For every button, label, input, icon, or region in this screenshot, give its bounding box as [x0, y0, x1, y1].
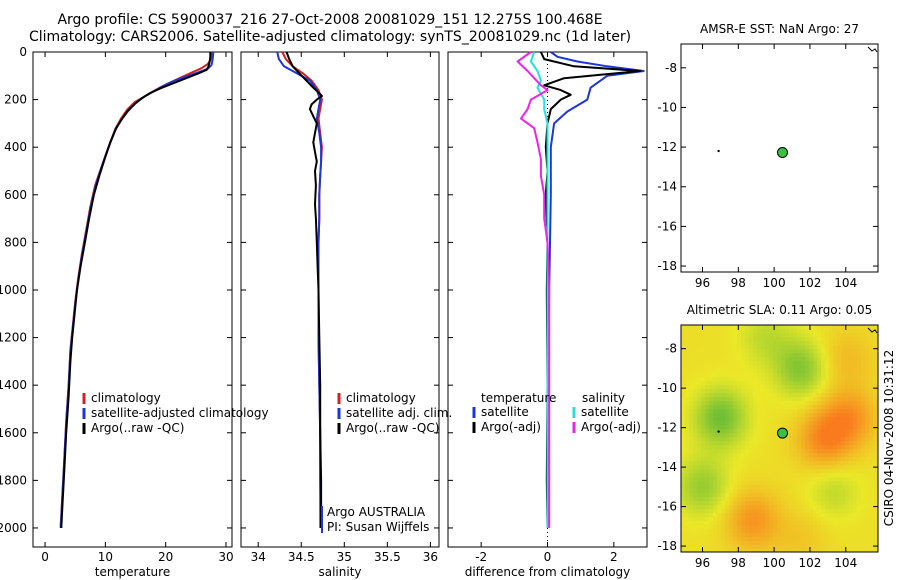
map-x-tick-label: 100: [763, 556, 786, 570]
x-tick-label: -2: [475, 550, 487, 564]
pi-name: PI: Susan Wijffels: [327, 520, 429, 534]
map-y-tick-label: -8: [665, 342, 677, 356]
y-tick-label: 1200: [0, 331, 27, 345]
map-y-tick-label: -14: [657, 180, 677, 194]
x-tick-label: 34: [251, 550, 266, 564]
x-tick-label: 0: [41, 550, 49, 564]
map-y-tick-label: -14: [657, 460, 677, 474]
map-x-tick-label: 102: [798, 276, 821, 290]
map-frame: [680, 324, 879, 553]
profile-panel-1: [32, 51, 233, 548]
map-panel-1: [680, 43, 879, 273]
y-tick-label: 1400: [0, 378, 27, 392]
x-axis-label: temperature: [95, 565, 170, 579]
island-marker: [717, 149, 720, 153]
salt-legend-label: Argo(..raw -QC): [346, 421, 439, 435]
x-tick-label: 10: [98, 550, 113, 564]
x-tick-label: 20: [158, 550, 173, 564]
map-y-tick-label: -12: [657, 140, 677, 154]
map-panel-2: [680, 324, 879, 553]
map-y-tick-label: -8: [665, 61, 677, 75]
map-title: AMSR-E SST: NaN Argo: 27: [700, 22, 859, 36]
map-title: Altimetric SLA: 0.11 Argo: 0.05: [687, 303, 872, 317]
map-frame: [680, 43, 879, 273]
y-tick-label: 1000: [0, 283, 27, 297]
map-y-tick-label: -18: [657, 259, 677, 273]
map-x-tick-label: 96: [695, 556, 710, 570]
salt-legend-label: satellite adj. clim.: [346, 406, 452, 420]
y-tick-label: 2000: [0, 521, 27, 535]
x-tick-label: 2: [610, 550, 618, 564]
y-tick-label: 0: [19, 45, 27, 59]
temp-legend-label: satellite-adjusted climatology: [91, 406, 269, 420]
y-tick-label: 200: [4, 93, 27, 107]
pi-affiliation: Argo AUSTRALIA: [327, 505, 426, 519]
y-tick-label: 600: [4, 188, 27, 202]
diff-legend-header-salinity: salinity: [582, 391, 625, 405]
x-tick-label: 30: [218, 550, 233, 564]
figure-title-line2: Climatology: CARS2006. Satellite-adjuste…: [28, 29, 632, 45]
y-tick-label: 1600: [0, 426, 27, 440]
float-position-marker: [777, 427, 789, 439]
series-line-satellite-salinity: [529, 51, 549, 528]
map-x-tick-label: 100: [763, 276, 786, 290]
diff-legend-label: Argo(-adj): [581, 420, 641, 434]
axes-frame: [32, 51, 233, 548]
axes-frame: [240, 51, 440, 548]
x-tick-label: 34.5: [288, 550, 315, 564]
series-line-argo-adj-salinity: [516, 51, 551, 528]
map-x-tick-label: 104: [834, 556, 857, 570]
map-y-tick-label: -16: [657, 500, 677, 514]
coastline: [867, 46, 878, 53]
map-y-tick-label: -16: [657, 219, 677, 233]
figure-title-line1: Argo profile: CS 5900037_216 27-Oct-2008…: [57, 12, 603, 28]
salt-legend-label: climatology: [346, 391, 416, 405]
series-line-argo-raw-qc-: [285, 51, 323, 528]
map-x-tick-label: 104: [834, 276, 857, 290]
diff-legend-label: satellite: [581, 405, 629, 419]
float-position-marker: [777, 147, 789, 159]
x-axis-label: salinity: [318, 565, 361, 579]
profile-panel-2: [240, 51, 440, 548]
temp-legend-label: Argo(..raw -QC): [91, 421, 184, 435]
y-tick-label: 1800: [0, 473, 27, 487]
x-tick-label: 35.5: [374, 550, 401, 564]
x-tick-label: 35: [337, 550, 352, 564]
map-x-tick-label: 98: [731, 276, 746, 290]
x-tick-label: 36: [423, 550, 438, 564]
diff-legend-label: Argo(-adj): [481, 420, 541, 434]
map-x-tick-label: 102: [798, 556, 821, 570]
diff-legend-header-temperature: temperature: [481, 391, 556, 405]
map-x-tick-label: 98: [731, 556, 746, 570]
map-y-tick-label: -12: [657, 421, 677, 435]
x-axis-label: difference from climatology: [465, 565, 631, 579]
map-y-tick-label: -10: [657, 100, 677, 114]
coastline: [867, 327, 878, 334]
y-tick-label: 800: [4, 235, 27, 249]
timestamp-side-label: CSIRO 04-Nov-2008 10:31:12: [882, 350, 896, 526]
x-tick-label: 0: [544, 550, 552, 564]
map-y-tick-label: -18: [657, 539, 677, 553]
y-tick-label: 400: [4, 140, 27, 154]
diff-legend-label: satellite: [481, 405, 529, 419]
island-marker: [717, 430, 720, 433]
temp-legend-label: climatology: [91, 391, 161, 405]
map-y-tick-label: -10: [657, 381, 677, 395]
series-line-argo-raw-qc-: [60, 52, 212, 529]
series-line-temperature-satellite: [546, 51, 645, 529]
profile-panel-3: [447, 51, 648, 548]
map-x-tick-label: 96: [695, 276, 710, 290]
